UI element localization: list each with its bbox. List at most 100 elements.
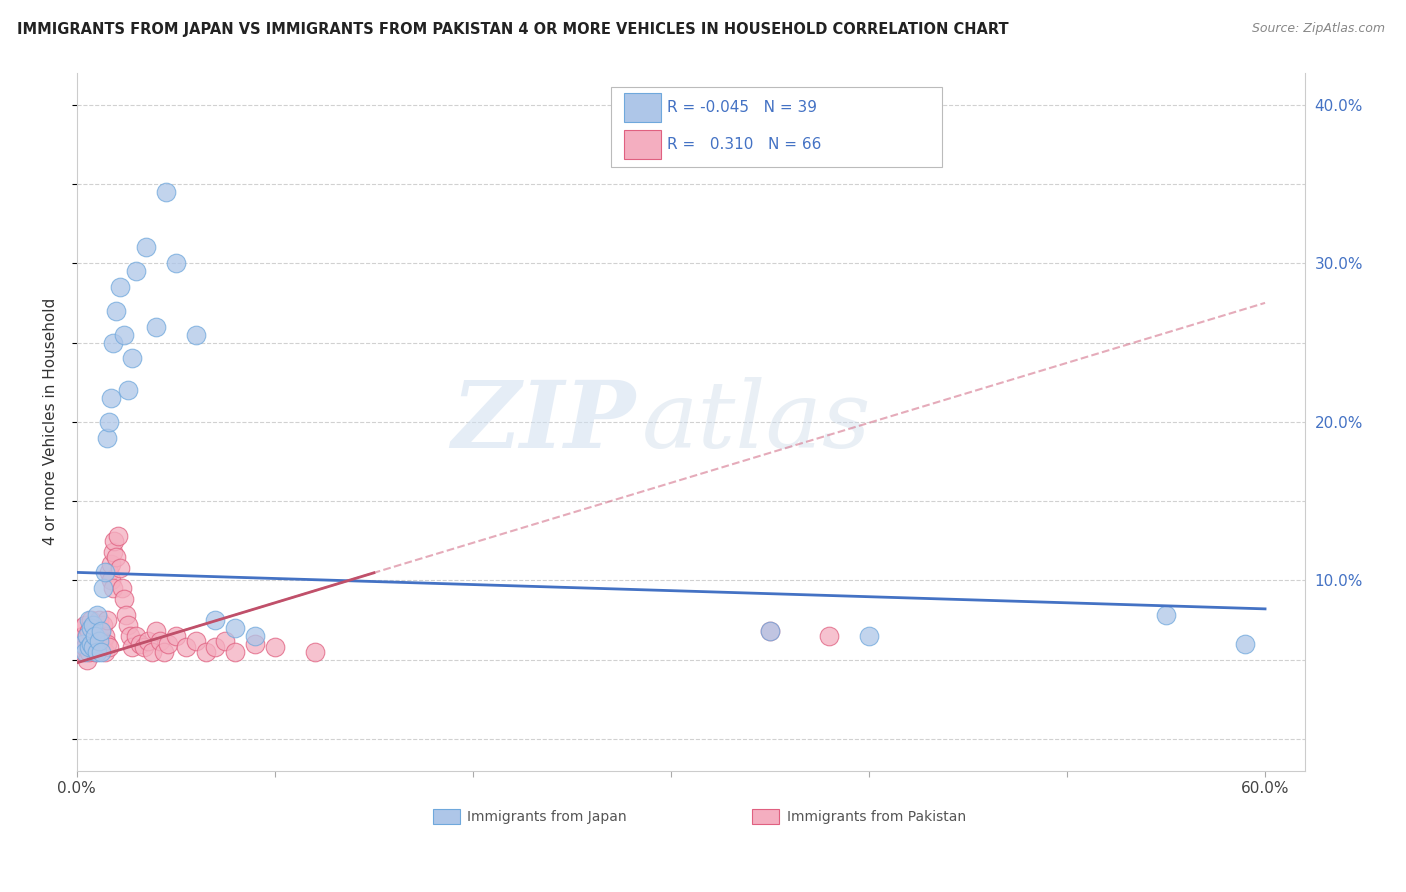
Point [174,640,197,654]
Point [129,637,152,651]
Point [83,629,105,643]
Point [86,645,108,659]
Point [125,264,148,278]
Point [82,617,104,632]
Point [76,629,98,643]
Point [224,645,246,659]
Point [73,645,96,659]
Point [87,637,110,651]
Point [69,621,91,635]
Point [82,633,104,648]
Point [145,624,167,638]
Point [141,645,163,659]
Point [91,617,114,632]
Point [73,640,96,654]
Point [72,645,94,659]
Point [105,303,128,318]
Point [184,633,207,648]
Point [125,629,148,643]
FancyBboxPatch shape [752,809,779,824]
Point [100,574,122,588]
Point [91,633,114,648]
Point [86,608,108,623]
Point [149,633,172,648]
Point [96,431,118,445]
Point [105,549,128,564]
Point [818,629,841,643]
Point [90,624,112,638]
Point [112,327,135,342]
Point [77,613,100,627]
Point [82,640,104,654]
Point [224,621,246,635]
Text: Immigrants from Japan: Immigrants from Japan [467,810,627,823]
Point [858,629,880,643]
Point [135,240,157,254]
Point [110,280,132,294]
Point [80,637,103,651]
Text: Source: ZipAtlas.com: Source: ZipAtlas.com [1251,22,1385,36]
Point [204,640,226,654]
Point [90,624,112,638]
Point [87,633,110,648]
Point [264,640,287,654]
Point [77,640,100,654]
Text: Immigrants from Pakistan: Immigrants from Pakistan [786,810,966,823]
Point [112,592,135,607]
Point [121,640,143,654]
Point [204,613,226,627]
Point [83,645,105,659]
Point [90,645,112,659]
Point [120,629,142,643]
Point [103,533,125,548]
Point [69,640,91,654]
Point [86,640,108,654]
Point [100,391,122,405]
Point [82,640,104,654]
Point [107,529,129,543]
Point [115,608,138,623]
Point [87,613,110,627]
Point [243,629,266,643]
Text: atlas: atlas [641,376,872,467]
Point [1234,637,1257,651]
Point [111,581,134,595]
Point [77,645,100,659]
Point [80,637,103,651]
Point [759,624,782,638]
Text: ZIP: ZIP [451,376,636,467]
Point [83,621,105,635]
Point [214,633,236,648]
Point [100,558,122,572]
Point [304,645,326,659]
Point [145,319,167,334]
Point [165,629,187,643]
Point [243,637,266,651]
Point [101,545,124,559]
Point [93,629,115,643]
Point [136,633,159,648]
Point [155,185,177,199]
Point [194,645,217,659]
Point [93,645,115,659]
Y-axis label: 4 or more Vehicles in Household: 4 or more Vehicles in Household [44,298,58,545]
Point [153,645,176,659]
Point [110,560,132,574]
Point [80,613,103,627]
Point [101,335,124,350]
Point [76,629,98,643]
Point [759,624,782,638]
Point [76,652,98,666]
Point [93,566,115,580]
Point [73,617,96,632]
Point [184,327,207,342]
Text: IMMIGRANTS FROM JAPAN VS IMMIGRANTS FROM PAKISTAN 4 OR MORE VEHICLES IN HOUSEHOL: IMMIGRANTS FROM JAPAN VS IMMIGRANTS FROM… [17,22,1008,37]
Point [97,640,120,654]
Point [117,617,139,632]
Point [1154,608,1177,623]
Point [97,415,120,429]
Point [72,637,94,651]
Point [121,351,143,366]
Point [156,637,179,651]
Point [72,629,94,643]
